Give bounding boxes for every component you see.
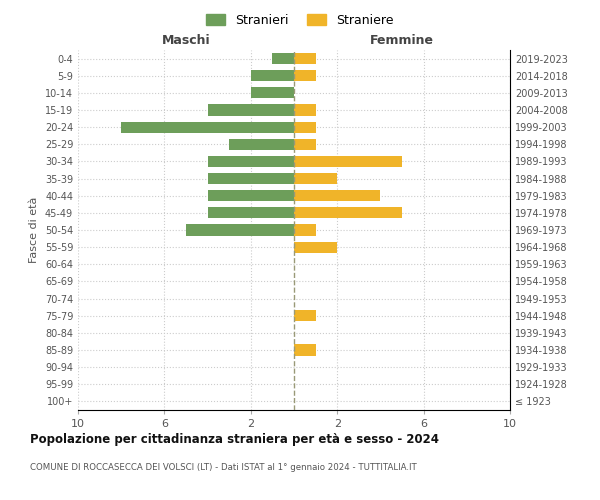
Bar <box>294 122 316 132</box>
Bar <box>208 156 294 167</box>
Bar <box>294 190 380 202</box>
Bar <box>294 242 337 252</box>
Bar <box>294 224 316 235</box>
Y-axis label: Fasce di età: Fasce di età <box>29 197 39 263</box>
Text: Femmine: Femmine <box>370 34 434 46</box>
Text: Popolazione per cittadinanza straniera per età e sesso - 2024: Popolazione per cittadinanza straniera p… <box>30 432 439 446</box>
Bar <box>294 138 316 150</box>
Bar <box>121 122 294 132</box>
Text: Maschi: Maschi <box>161 34 211 46</box>
Text: COMUNE DI ROCCASECCA DEI VOLSCI (LT) - Dati ISTAT al 1° gennaio 2024 - TUTTITALI: COMUNE DI ROCCASECCA DEI VOLSCI (LT) - D… <box>30 462 417 471</box>
Bar <box>208 208 294 218</box>
Bar <box>251 70 294 82</box>
Bar <box>229 138 294 150</box>
Bar <box>208 104 294 116</box>
Bar <box>294 173 337 184</box>
Bar <box>294 344 316 356</box>
Bar <box>208 173 294 184</box>
Bar <box>294 208 402 218</box>
Bar <box>294 70 316 82</box>
Bar <box>294 104 316 116</box>
Legend: Stranieri, Straniere: Stranieri, Straniere <box>202 8 398 32</box>
Bar <box>272 53 294 64</box>
Bar <box>186 224 294 235</box>
Bar <box>294 156 402 167</box>
Bar <box>294 310 316 322</box>
Bar <box>208 190 294 202</box>
Bar <box>251 88 294 99</box>
Bar <box>294 53 316 64</box>
